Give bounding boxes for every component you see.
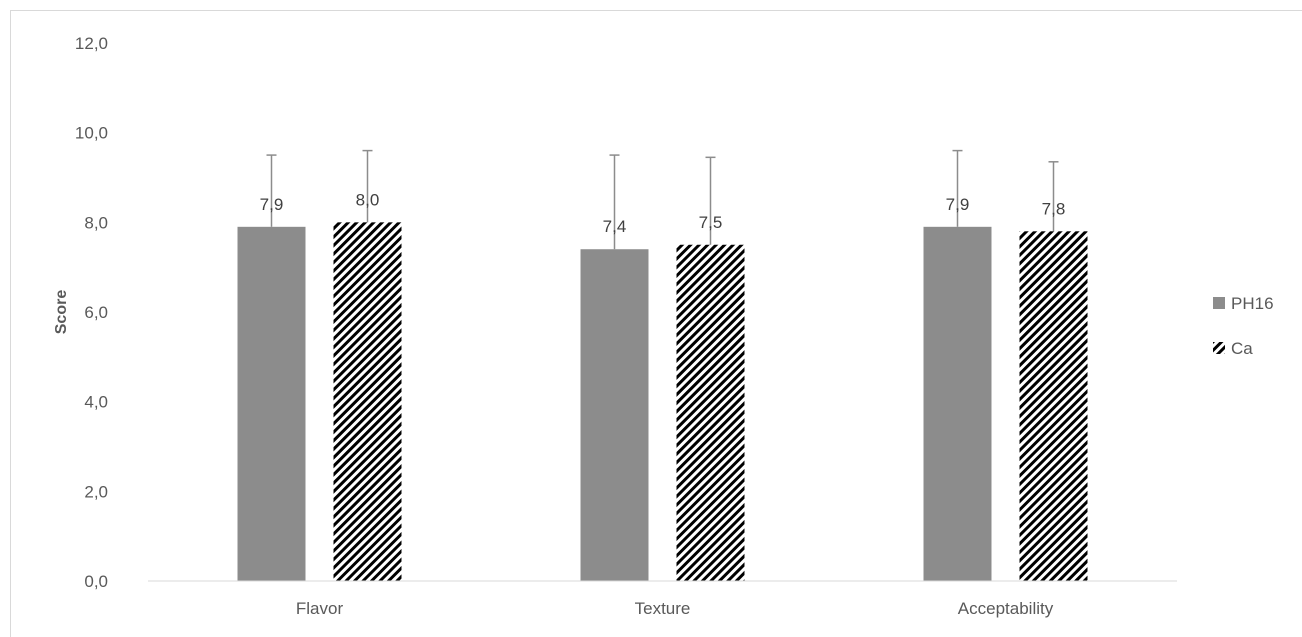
y-tick-label: 2,0 (84, 482, 108, 501)
bar-ca-flavor (333, 222, 402, 582)
y-tick-label: 4,0 (84, 393, 108, 412)
bar-ca-acceptability (1019, 231, 1088, 582)
legend-label: PH16 (1231, 294, 1274, 313)
legend-swatch (1213, 342, 1225, 354)
y-tick-label: 12,0 (75, 34, 108, 53)
bar-ph16-acceptability (923, 226, 992, 582)
x-tick-label: Acceptability (958, 599, 1054, 618)
data-label: 7,9 (946, 195, 970, 214)
legend: PH16 Ca (1213, 294, 1274, 358)
x-tick-label: Flavor (296, 599, 344, 618)
x-tick-label: Texture (635, 599, 691, 618)
y-axis-title: Score (53, 290, 70, 335)
chart-frame (10, 10, 1302, 637)
data-label: 7,9 (260, 195, 284, 214)
data-label: 8,0 (356, 190, 380, 209)
bar-ph16-flavor (237, 226, 306, 582)
y-tick-label: 8,0 (84, 213, 108, 232)
data-label: 7,4 (603, 217, 627, 236)
legend-label: Ca (1231, 339, 1253, 358)
bar-ca-texture (676, 244, 745, 581)
y-tick-label: 0,0 (84, 572, 108, 591)
legend-swatch (1213, 297, 1225, 309)
data-label: 7,8 (1042, 199, 1066, 218)
y-tick-label: 6,0 (84, 303, 108, 322)
y-tick-label: 10,0 (75, 124, 108, 143)
data-label: 7,5 (699, 213, 723, 232)
bar-ph16-texture (580, 249, 649, 581)
